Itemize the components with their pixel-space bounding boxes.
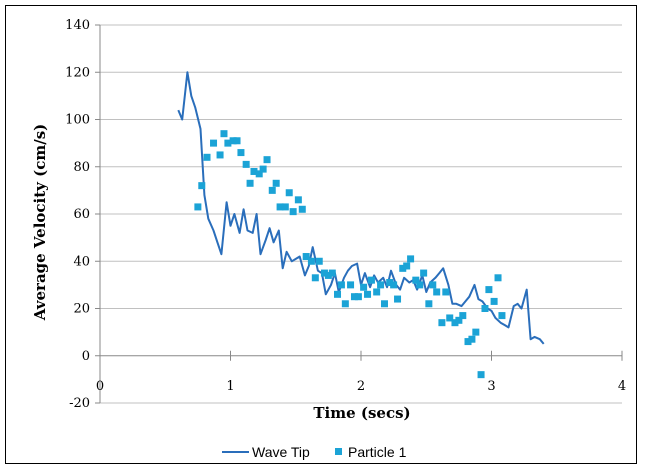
particle-1-point <box>425 300 433 308</box>
particle-1-point <box>394 295 402 303</box>
particle-1-point <box>420 269 428 277</box>
particle-1-point <box>298 205 306 213</box>
particle-1-point <box>302 253 310 261</box>
particle-1-point <box>386 279 394 287</box>
y-tick-label: 0 <box>82 349 90 364</box>
particle-1-point <box>490 297 498 305</box>
particle-1-series <box>194 130 506 379</box>
x-tick-label: 2 <box>357 379 365 394</box>
y-tick-label: 120 <box>65 65 90 80</box>
particle-1-point <box>468 335 476 343</box>
legend-particle-1-label: Particle 1 <box>348 444 407 460</box>
particle-1-point <box>341 300 349 308</box>
particle-1-point <box>315 257 323 265</box>
legend: Wave Tip Particle 1 <box>222 444 407 460</box>
y-tick-label: 40 <box>73 254 90 269</box>
particle-1-point <box>416 281 424 289</box>
particle-1-point <box>494 274 502 282</box>
legend-particle-1-swatch <box>335 448 342 455</box>
particle-1-point <box>328 269 336 277</box>
y-tick-label: 60 <box>73 207 90 222</box>
particle-1-point <box>433 288 441 296</box>
particle-1-point <box>472 328 480 336</box>
particle-1-point <box>380 300 388 308</box>
particle-1-point <box>477 371 485 379</box>
particle-1-point <box>220 130 228 138</box>
particle-1-point <box>438 319 446 327</box>
particle-1-point <box>442 288 450 296</box>
particle-1-point <box>242 160 250 168</box>
particle-1-point <box>407 255 415 263</box>
y-tick-label: -20 <box>69 396 90 411</box>
particle-1-point <box>276 203 284 211</box>
particle-1-point <box>373 288 381 296</box>
particle-1-point <box>455 316 463 324</box>
particle-1-point <box>464 338 472 346</box>
x-axis-title: Time (secs) <box>313 404 410 422</box>
particle-1-point <box>285 189 293 197</box>
particle-1-point <box>324 271 332 279</box>
particle-1-point <box>268 186 276 194</box>
particle-1-point <box>233 137 241 145</box>
particle-1-point <box>203 153 211 161</box>
x-tick-label: 0 <box>96 379 104 394</box>
gridlines <box>100 24 622 404</box>
particle-1-point <box>246 179 254 187</box>
particle-1-point <box>263 156 271 164</box>
particle-1-point <box>485 286 493 294</box>
particle-1-point <box>237 149 245 157</box>
y-tick-label: 100 <box>65 113 90 128</box>
particle-1-point <box>259 165 267 173</box>
particle-1-point <box>350 293 358 301</box>
wave-tip-line <box>177 71 545 345</box>
particle-1-point <box>403 262 411 270</box>
particle-1-point <box>281 203 289 211</box>
particle-1-point <box>334 290 342 298</box>
particle-1-point <box>360 283 368 291</box>
particle-1-point <box>320 269 328 277</box>
particle-1-point <box>481 305 489 312</box>
particle-1-point <box>412 276 420 284</box>
particle-1-point <box>224 139 232 147</box>
y-axis-title: Average Velocity (cm/s) <box>31 124 49 322</box>
particle-1-point <box>347 281 355 289</box>
y-tick-label: 80 <box>73 160 90 175</box>
x-tick-label: 4 <box>618 379 626 394</box>
particle-1-point <box>198 182 206 190</box>
wave-tip-series <box>177 71 545 345</box>
particle-1-point <box>294 196 302 204</box>
particle-1-point <box>307 257 315 265</box>
particle-1-point <box>229 137 237 145</box>
particle-1-point <box>311 274 319 282</box>
chart-frame <box>5 5 637 464</box>
tick-labels: -20 0 20 40 60 80 100 120 140 0 1 2 3 4 <box>65 18 626 411</box>
particle-1-point <box>399 264 407 272</box>
particle-1-point <box>216 151 224 159</box>
particle-1-point <box>210 139 218 147</box>
particle-1-point <box>429 281 437 289</box>
particle-1-point <box>446 314 454 322</box>
axes <box>95 24 623 404</box>
particle-1-point <box>390 281 398 289</box>
particle-1-point <box>250 167 258 175</box>
y-tick-label: 140 <box>65 18 90 33</box>
particle-1-point <box>289 208 297 216</box>
particle-1-point <box>498 312 506 320</box>
legend-wave-tip-label: Wave Tip <box>252 444 310 460</box>
particle-1-point <box>272 179 280 187</box>
particle-1-point <box>451 319 459 327</box>
y-tick-label: 20 <box>73 302 90 317</box>
x-tick-label: 1 <box>226 379 234 394</box>
particle-1-point <box>194 203 202 211</box>
particle-1-point <box>255 170 263 178</box>
particle-1-point <box>459 312 467 320</box>
x-tick-label: 3 <box>487 379 495 394</box>
particle-1-point <box>354 293 362 301</box>
particle-1-point <box>337 281 345 289</box>
particle-1-point <box>377 281 385 289</box>
particle-1-point <box>367 276 375 284</box>
particle-1-point <box>364 290 372 298</box>
